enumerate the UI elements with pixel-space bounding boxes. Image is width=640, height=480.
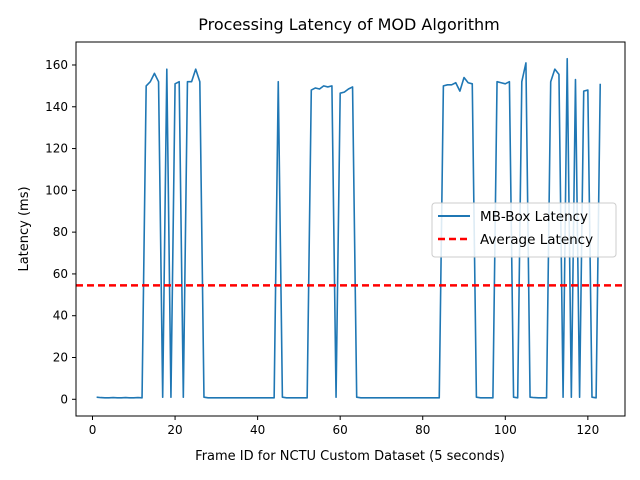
x-tick-label: 60 (333, 423, 348, 437)
y-tick-label: 60 (53, 267, 68, 281)
plot-area (76, 57, 625, 399)
y-tick-label: 140 (45, 100, 68, 114)
series-line-mb-box-latency (96, 57, 602, 399)
y-tick-label: 120 (45, 142, 68, 156)
y-axis-ticks: 0 20 40 60 80 100 120 140 160 (45, 58, 76, 406)
legend: MB-Box Latency Average Latency (431, 202, 617, 258)
x-axis-ticks: 0 20 40 60 80 100 120 (89, 416, 599, 437)
x-tick-label: 80 (415, 423, 430, 437)
chart-title: Processing Latency of MOD Algorithm (198, 15, 500, 34)
y-tick-label: 20 (53, 350, 68, 364)
y-tick-label: 0 (60, 392, 68, 406)
x-tick-label: 0 (89, 423, 97, 437)
x-axis-label: Frame ID for NCTU Custom Dataset (5 seco… (195, 449, 505, 464)
y-tick-label: 100 (45, 183, 68, 197)
legend-label-average: Average Latency (480, 232, 593, 248)
y-axis-label: Latency (ms) (17, 186, 32, 271)
legend-label-mb-box: MB-Box Latency (480, 209, 588, 225)
y-tick-label: 160 (45, 58, 68, 72)
x-tick-label: 20 (167, 423, 182, 437)
x-tick-label: 100 (494, 423, 517, 437)
y-tick-label: 40 (53, 309, 68, 323)
legend-box (431, 202, 617, 258)
plot-frame (75, 41, 626, 417)
x-tick-label: 120 (576, 423, 599, 437)
y-tick-label: 80 (53, 225, 68, 239)
x-tick-label: 40 (250, 423, 265, 437)
